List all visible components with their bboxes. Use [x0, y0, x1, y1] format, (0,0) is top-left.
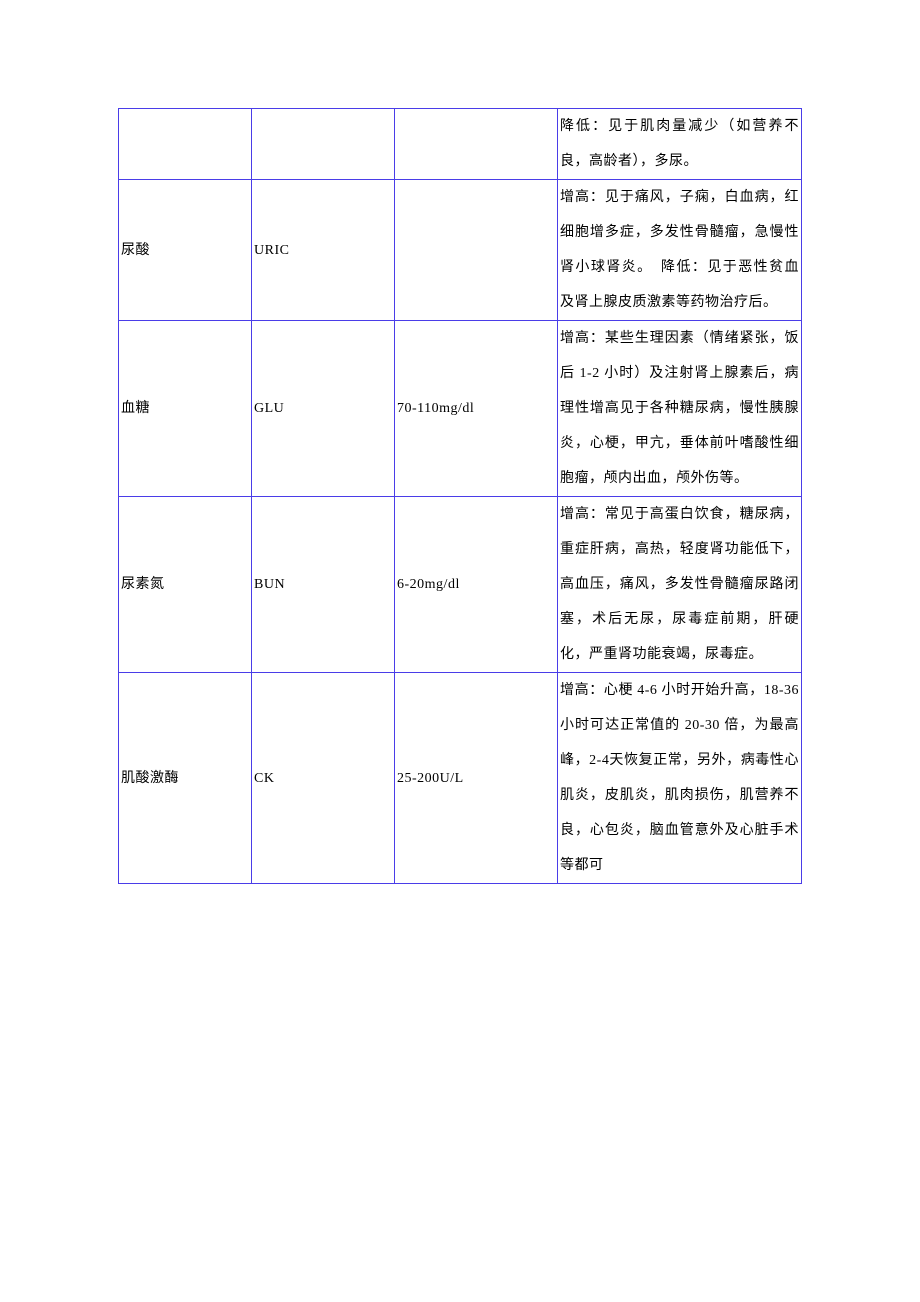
- lab-reference-table: 降低：见于肌肉量减少（如营养不良，高龄者），多尿。 尿酸 URIC 增高：见于痛…: [118, 108, 802, 884]
- cell-desc: 降低：见于肌肉量减少（如营养不良，高龄者），多尿。: [558, 109, 802, 180]
- table-row: 降低：见于肌肉量减少（如营养不良，高龄者），多尿。: [119, 109, 802, 180]
- cell-desc: 增高：心梗 4-6 小时开始升高，18-36 小时可达正常值的 20-30 倍，…: [558, 673, 802, 884]
- table-row: 肌酸激酶 CK 25-200U/L 增高：心梗 4-6 小时开始升高，18-36…: [119, 673, 802, 884]
- cell-name-cn: 肌酸激酶: [119, 673, 252, 884]
- cell-desc: 增高：见于痛风，子痫，白血病，红细胞增多症，多发性骨髓瘤，急慢性肾小球肾炎。 降…: [558, 180, 802, 321]
- cell-abbrev: CK: [252, 673, 395, 884]
- cell-name-cn: [119, 109, 252, 180]
- cell-desc: 增高：常见于高蛋白饮食，糖尿病，重症肝病，高热，轻度肾功能低下，高血压，痛风，多…: [558, 497, 802, 673]
- cell-name-cn: 尿素氮: [119, 497, 252, 673]
- cell-name-cn: 血糖: [119, 321, 252, 497]
- table-row: 尿素氮 BUN 6-20mg/dl 增高：常见于高蛋白饮食，糖尿病，重症肝病，高…: [119, 497, 802, 673]
- cell-range: 25-200U/L: [395, 673, 558, 884]
- cell-abbrev: BUN: [252, 497, 395, 673]
- cell-range: 6-20mg/dl: [395, 497, 558, 673]
- cell-abbrev: [252, 109, 395, 180]
- cell-abbrev: URIC: [252, 180, 395, 321]
- table-body: 降低：见于肌肉量减少（如营养不良，高龄者），多尿。 尿酸 URIC 增高：见于痛…: [119, 109, 802, 884]
- cell-range: 70-110mg/dl: [395, 321, 558, 497]
- table-row: 尿酸 URIC 增高：见于痛风，子痫，白血病，红细胞增多症，多发性骨髓瘤，急慢性…: [119, 180, 802, 321]
- cell-desc: 增高：某些生理因素（情绪紧张，饭后 1-2 小时）及注射肾上腺素后，病理性增高见…: [558, 321, 802, 497]
- cell-range: [395, 109, 558, 180]
- cell-name-cn: 尿酸: [119, 180, 252, 321]
- page-container: 降低：见于肌肉量减少（如营养不良，高龄者），多尿。 尿酸 URIC 增高：见于痛…: [0, 0, 920, 884]
- cell-range: [395, 180, 558, 321]
- table-row: 血糖 GLU 70-110mg/dl 增高：某些生理因素（情绪紧张，饭后 1-2…: [119, 321, 802, 497]
- cell-abbrev: GLU: [252, 321, 395, 497]
